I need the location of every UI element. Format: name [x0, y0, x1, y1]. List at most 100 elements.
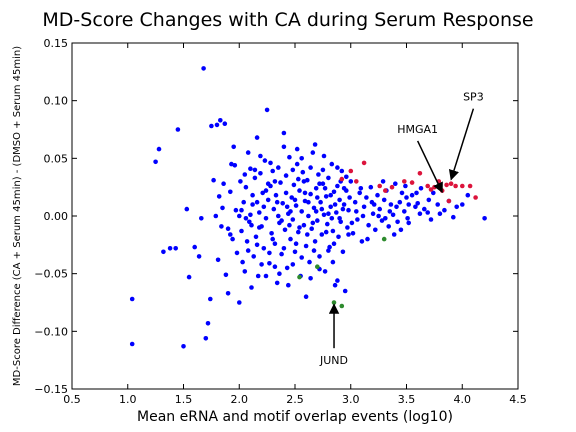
data-point	[300, 169, 306, 175]
data-point	[339, 303, 345, 309]
annotation-label: SP3	[463, 91, 484, 104]
data-point	[381, 236, 387, 242]
data-point	[312, 142, 318, 147]
data-point	[234, 250, 240, 256]
data-point	[366, 222, 371, 228]
data-point	[312, 239, 318, 244]
data-point	[299, 156, 305, 161]
annotations-layer: SP3 HMGA1 JUND	[319, 91, 484, 367]
data-point	[293, 241, 299, 246]
data-point	[262, 158, 268, 163]
data-point	[376, 213, 381, 219]
data-point	[398, 227, 404, 233]
data-point	[245, 150, 251, 155]
data-point	[252, 167, 258, 173]
data-point	[186, 274, 192, 280]
data-point	[233, 207, 239, 213]
data-point	[358, 186, 364, 191]
data-point	[417, 171, 423, 176]
data-point	[305, 232, 310, 237]
data-point	[268, 160, 273, 166]
data-point	[360, 213, 366, 219]
data-point	[286, 282, 291, 288]
data-point	[347, 195, 352, 200]
data-point	[422, 206, 427, 212]
data-point	[214, 122, 220, 128]
data-point	[310, 220, 316, 226]
data-point	[257, 210, 262, 215]
data-point	[303, 294, 309, 300]
data-point	[279, 251, 284, 257]
data-point	[288, 209, 293, 214]
data-point	[339, 168, 345, 174]
y-tick-label: 0.05	[44, 152, 69, 165]
data-point	[231, 144, 236, 150]
data-point	[320, 167, 326, 173]
data-point	[330, 228, 336, 234]
data-point	[294, 161, 300, 167]
data-point	[290, 167, 296, 173]
data-point	[315, 264, 320, 270]
data-point	[281, 130, 287, 136]
data-point	[340, 249, 346, 255]
data-point	[249, 285, 254, 290]
data-point	[381, 197, 387, 203]
data-point	[403, 183, 408, 189]
data-point	[310, 150, 316, 155]
data-point	[205, 321, 211, 326]
data-point	[316, 172, 321, 177]
data-point	[263, 188, 269, 193]
data-point	[156, 146, 162, 152]
x-tick-label: 2.5	[286, 393, 304, 406]
data-point	[306, 213, 311, 219]
x-tick-label: 1.5	[175, 393, 193, 406]
data-point	[342, 288, 348, 294]
data-point	[238, 179, 243, 184]
data-point	[334, 210, 339, 215]
data-point	[288, 236, 293, 242]
data-point	[242, 172, 248, 177]
data-point	[335, 278, 340, 283]
data-point	[257, 225, 262, 230]
data-point	[373, 227, 378, 233]
data-point	[230, 236, 235, 242]
data-point	[361, 160, 367, 166]
data-point	[267, 250, 272, 256]
data-point	[361, 204, 367, 210]
data-point	[338, 219, 344, 225]
data-point	[293, 203, 299, 208]
data-point	[203, 336, 209, 341]
chart-title: MD-Score Changes with CA during Serum Re…	[42, 9, 533, 31]
data-point	[313, 186, 319, 191]
data-point	[350, 231, 356, 236]
data-point	[240, 259, 245, 265]
data-point	[405, 216, 410, 221]
data-point	[225, 291, 231, 296]
data-point	[278, 180, 283, 185]
data-point	[354, 179, 359, 184]
data-point	[323, 229, 329, 235]
data-point	[208, 296, 213, 302]
x-tick-label: 4.5	[509, 393, 527, 406]
data-point	[313, 209, 319, 214]
data-point	[326, 248, 331, 253]
data-point	[332, 202, 338, 207]
data-point	[393, 181, 398, 186]
data-point	[365, 236, 370, 242]
data-point	[219, 224, 224, 229]
annotation-label: JUND	[319, 354, 348, 367]
data-point	[391, 232, 397, 237]
data-point	[404, 195, 409, 200]
data-point	[315, 195, 320, 200]
y-tick-label: −0.10	[34, 325, 68, 338]
data-point	[308, 191, 313, 197]
data-point	[258, 171, 263, 176]
data-point	[273, 192, 279, 198]
annotation-label: HMGA1	[397, 123, 438, 136]
data-point	[444, 182, 449, 188]
data-point	[345, 225, 350, 230]
data-point	[418, 186, 424, 191]
data-point	[239, 228, 244, 234]
data-point	[302, 190, 308, 196]
data-point	[201, 66, 206, 71]
